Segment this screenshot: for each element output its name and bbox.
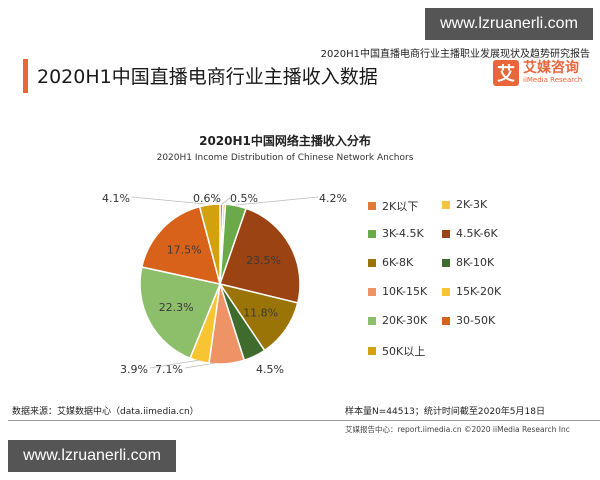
legend-item: 3K-4.5K <box>368 227 424 240</box>
page-title: 2020H1中国直播电商行业主播收入数据 <box>37 66 378 88</box>
report-title: 2020H1中国直播电商行业主播职业发展现状及趋势研究报告 <box>320 49 590 60</box>
legend-label: 6K-8K <box>382 256 414 269</box>
legend-label: 3K-4.5K <box>382 227 424 240</box>
pie-slice <box>198 203 221 285</box>
legend-label: 50K以上 <box>382 345 426 358</box>
legend-label: 2K以下 <box>382 200 419 213</box>
legend-swatch-icon <box>368 229 376 238</box>
legend-swatch-icon <box>368 202 376 210</box>
legend-swatch-icon <box>442 229 450 238</box>
slice-label: 4.5% <box>256 363 284 376</box>
slice-label: 11.8% <box>243 306 278 319</box>
slice-label: 0.6% <box>193 192 221 205</box>
legend-swatch-icon <box>368 347 376 355</box>
slice-label: 4.1% <box>102 192 130 205</box>
slice-label: 3.9% <box>120 363 148 376</box>
logo-name-cn: 艾媒咨询 <box>523 60 579 76</box>
legend-swatch-icon <box>442 200 450 209</box>
legend-item: 30-50K <box>442 314 495 327</box>
data-source: 数据来源：艾媒数据中心（data.iimedia.cn） <box>12 407 199 417</box>
legend-label: 4.5K-6K <box>456 227 498 240</box>
legend-label: 30-50K <box>456 314 496 327</box>
legend-label: 10K-15K <box>382 285 428 298</box>
legend-item: 4.5K-6K <box>442 227 498 240</box>
footer-divider <box>8 420 600 421</box>
slice-label: 17.5% <box>167 244 202 257</box>
chart-title: 2020H1中国网络主播收入分布 <box>199 134 371 148</box>
slice-label: 4.2% <box>319 192 347 205</box>
legend-item: 2K-3K <box>442 198 487 211</box>
slice-label: 0.5% <box>230 192 258 205</box>
legend-item: 15K-20K <box>442 285 501 298</box>
watermark-bottom: www.lzruanerli.com <box>8 440 176 472</box>
slice-label: 23.5% <box>246 254 281 267</box>
legend-item: 2K以下 <box>368 198 418 214</box>
slice-label: 22.3% <box>159 301 194 314</box>
legend-label: 20K-30K <box>382 314 428 327</box>
legend-item: 20K-30K <box>368 314 427 327</box>
pie-slice <box>139 266 222 360</box>
legend-item: 6K-8K <box>368 256 413 269</box>
legend-item: 50K以上 <box>368 343 425 359</box>
legend-label: 15K-20K <box>456 285 502 298</box>
legend-label: 2K-3K <box>456 198 488 211</box>
sample-info: 样本量N=44513；统计时间截至2020年5月18日 <box>345 407 545 417</box>
legend-swatch-icon <box>368 258 376 267</box>
watermark-top: www.lzruanerli.com <box>425 8 593 40</box>
legend-swatch-icon <box>442 316 450 325</box>
legend-swatch-icon <box>368 316 376 325</box>
legend-label: 8K-10K <box>456 256 495 269</box>
legend-item: 10K-15K <box>368 285 427 298</box>
legend-swatch-icon <box>368 287 376 296</box>
legend-swatch-icon <box>442 287 450 296</box>
logo-mark-icon: 艾 <box>493 60 519 86</box>
pie-slice <box>140 205 222 285</box>
logo-name-en: iiMedia Research <box>523 76 583 84</box>
legend-swatch-icon <box>442 258 450 267</box>
legend-item: 8K-10K <box>442 256 494 269</box>
iimedia-logo: 艾 艾媒咨询 iiMedia Research <box>493 60 582 86</box>
pie-slice <box>219 207 301 304</box>
chart-subtitle: 2020H1 Income Distribution of Chinese Ne… <box>156 153 414 163</box>
copyright: 艾媒报告中心：report.iimedia.cn ©2020 iiMedia R… <box>345 425 570 434</box>
title-accent-bar <box>23 59 28 93</box>
